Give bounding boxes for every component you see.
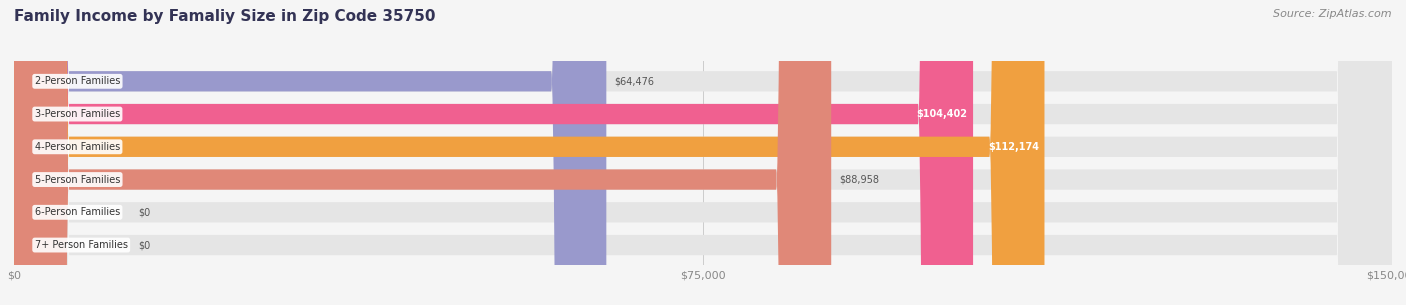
Text: 7+ Person Families: 7+ Person Families xyxy=(35,240,128,250)
Text: Family Income by Famaliy Size in Zip Code 35750: Family Income by Famaliy Size in Zip Cod… xyxy=(14,9,436,24)
Text: $104,402: $104,402 xyxy=(917,109,967,119)
FancyBboxPatch shape xyxy=(14,0,973,305)
FancyBboxPatch shape xyxy=(14,0,1392,305)
Text: $112,174: $112,174 xyxy=(988,142,1039,152)
FancyBboxPatch shape xyxy=(14,0,1392,305)
FancyBboxPatch shape xyxy=(14,0,606,305)
Text: $64,476: $64,476 xyxy=(614,76,655,86)
Text: 6-Person Families: 6-Person Families xyxy=(35,207,120,217)
FancyBboxPatch shape xyxy=(14,0,831,305)
Text: Source: ZipAtlas.com: Source: ZipAtlas.com xyxy=(1274,9,1392,19)
Text: $0: $0 xyxy=(138,207,150,217)
Text: $0: $0 xyxy=(138,240,150,250)
FancyBboxPatch shape xyxy=(14,0,1392,305)
FancyBboxPatch shape xyxy=(14,0,1392,305)
Text: 3-Person Families: 3-Person Families xyxy=(35,109,120,119)
Text: 5-Person Families: 5-Person Families xyxy=(35,174,120,185)
Text: 4-Person Families: 4-Person Families xyxy=(35,142,120,152)
FancyBboxPatch shape xyxy=(14,0,1045,305)
FancyBboxPatch shape xyxy=(14,0,1392,305)
Text: 2-Person Families: 2-Person Families xyxy=(35,76,120,86)
Text: $88,958: $88,958 xyxy=(839,174,880,185)
FancyBboxPatch shape xyxy=(14,0,1392,305)
